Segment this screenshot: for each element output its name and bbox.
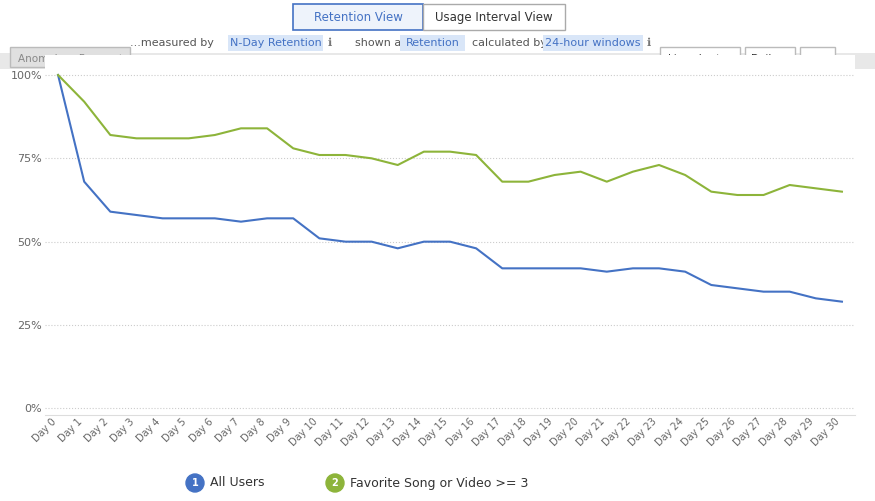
- FancyBboxPatch shape: [228, 35, 323, 51]
- FancyBboxPatch shape: [400, 35, 465, 51]
- Text: Line chart ∨: Line chart ∨: [668, 54, 732, 64]
- FancyBboxPatch shape: [10, 47, 130, 67]
- Text: Anomaly + Forecast: Anomaly + Forecast: [18, 54, 123, 64]
- Bar: [0, 53, 875, 69]
- Text: shown as: shown as: [355, 38, 407, 48]
- Text: Favorite Song or Video >= 3: Favorite Song or Video >= 3: [350, 476, 528, 489]
- Text: Retention: Retention: [406, 38, 459, 48]
- Circle shape: [186, 474, 204, 492]
- Text: 2: 2: [332, 478, 339, 488]
- FancyBboxPatch shape: [423, 4, 565, 30]
- FancyBboxPatch shape: [745, 47, 795, 67]
- Text: Retention View: Retention View: [313, 11, 402, 24]
- Text: calculated by: calculated by: [472, 38, 547, 48]
- FancyBboxPatch shape: [660, 47, 740, 67]
- Text: Daily ∨: Daily ∨: [752, 54, 788, 64]
- Text: ℹ: ℹ: [328, 38, 332, 48]
- Text: ℹ: ℹ: [647, 38, 651, 48]
- Circle shape: [326, 474, 344, 492]
- Text: ▦ ∨: ▦ ∨: [808, 54, 828, 64]
- FancyBboxPatch shape: [800, 47, 835, 67]
- FancyBboxPatch shape: [293, 4, 423, 30]
- Text: All Users: All Users: [210, 476, 264, 489]
- FancyBboxPatch shape: [543, 35, 643, 51]
- Text: N-Day Retention: N-Day Retention: [229, 38, 321, 48]
- Text: ...measured by: ...measured by: [130, 38, 214, 48]
- Text: Usage Interval View: Usage Interval View: [435, 11, 553, 24]
- Text: 1: 1: [192, 478, 199, 488]
- Text: 24-hour windows: 24-hour windows: [545, 38, 640, 48]
